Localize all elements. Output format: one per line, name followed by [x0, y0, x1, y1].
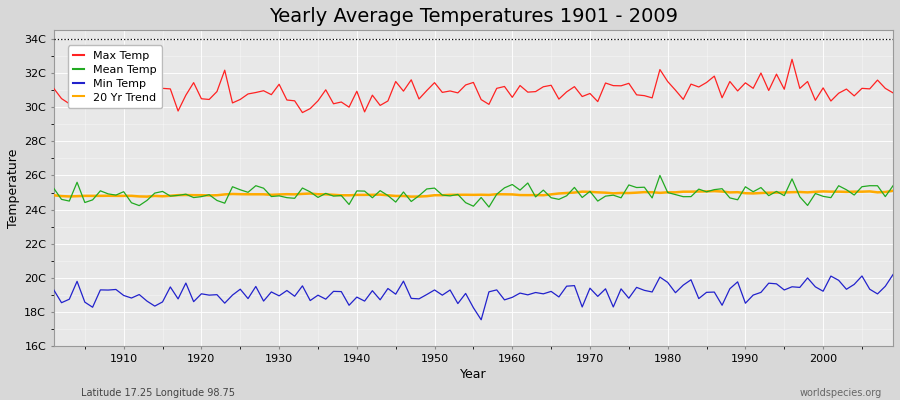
Legend: Max Temp, Mean Temp, Min Temp, 20 Yr Trend: Max Temp, Mean Temp, Min Temp, 20 Yr Tre… — [68, 45, 162, 108]
X-axis label: Year: Year — [460, 368, 487, 381]
Y-axis label: Temperature: Temperature — [7, 148, 20, 228]
Text: Latitude 17.25 Longitude 98.75: Latitude 17.25 Longitude 98.75 — [81, 388, 235, 398]
Text: worldspecies.org: worldspecies.org — [800, 388, 882, 398]
Title: Yearly Average Temperatures 1901 - 2009: Yearly Average Temperatures 1901 - 2009 — [269, 7, 678, 26]
